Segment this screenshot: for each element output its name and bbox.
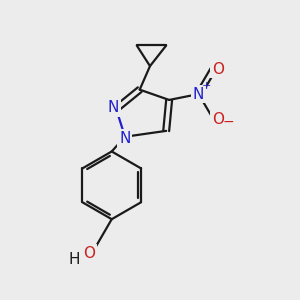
Text: N: N xyxy=(119,131,131,146)
Text: N: N xyxy=(107,100,119,115)
Text: +: + xyxy=(202,81,211,91)
Text: N: N xyxy=(193,87,204,102)
Text: −: − xyxy=(223,115,234,129)
Text: O: O xyxy=(212,61,224,76)
Text: H: H xyxy=(69,252,80,267)
Text: O: O xyxy=(212,112,224,127)
Text: O: O xyxy=(83,246,95,261)
